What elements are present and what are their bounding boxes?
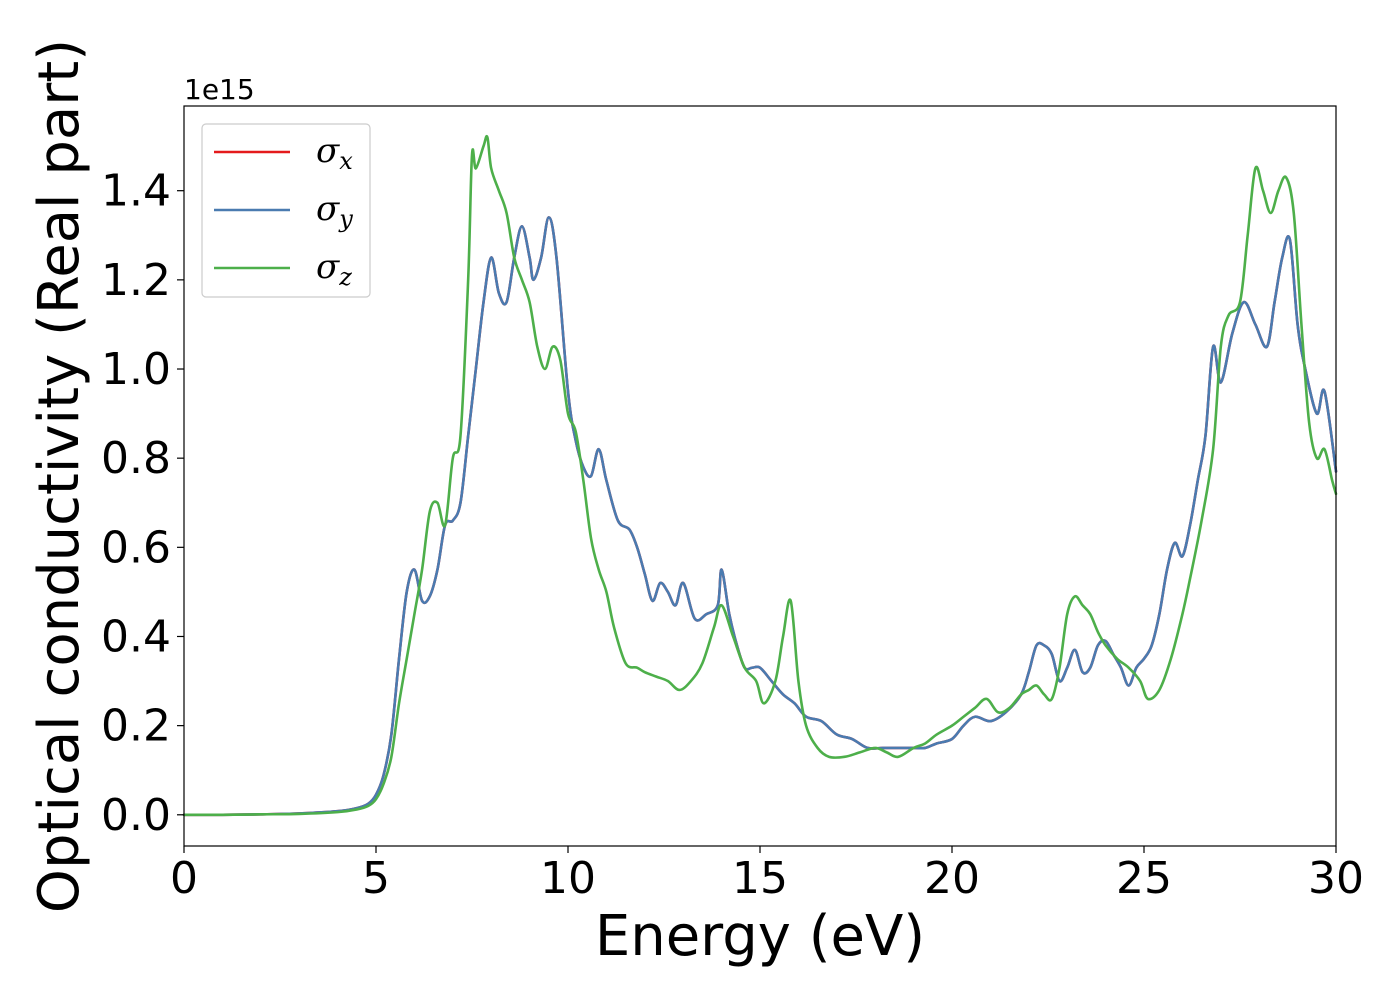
series-line-y bbox=[182, 216, 1338, 817]
y-tick-label: 0.4 bbox=[101, 611, 171, 662]
y-tick-label: 1.4 bbox=[101, 166, 171, 217]
plot-area bbox=[184, 106, 1336, 846]
y-tick-label: 1.0 bbox=[101, 344, 171, 395]
y-tick-label: 1.2 bbox=[101, 255, 171, 306]
x-tick-label: 20 bbox=[924, 853, 980, 904]
y-tick-label: 0.6 bbox=[101, 522, 171, 573]
legend: σx σy σz bbox=[201, 123, 371, 298]
x-tick-label: 5 bbox=[362, 853, 390, 904]
y-offset-text: 1e15 bbox=[184, 73, 255, 106]
y-tick-label: 0.0 bbox=[101, 790, 171, 841]
x-tick-label: 25 bbox=[1116, 853, 1172, 904]
x-tick-label: 0 bbox=[170, 853, 198, 904]
legend-label-x: σx bbox=[316, 131, 353, 175]
x-axis: 0 5 10 15 20 25 30 bbox=[170, 846, 1364, 904]
x-tick-label: 30 bbox=[1308, 853, 1364, 904]
legend-label-y: σy bbox=[316, 189, 353, 233]
x-tick-label: 10 bbox=[540, 853, 596, 904]
x-tick-label: 15 bbox=[732, 853, 788, 904]
series-layer bbox=[182, 134, 1338, 817]
y-axis-title: Optical conductivity (Real part) bbox=[27, 39, 92, 913]
x-axis-title: Energy (eV) bbox=[595, 904, 925, 969]
y-axis: 0.0 0.2 0.4 0.6 0.8 1.0 1.2 1.4 bbox=[101, 166, 184, 841]
y-tick-label: 0.2 bbox=[101, 701, 171, 752]
y-tick-label: 0.8 bbox=[101, 433, 171, 484]
legend-label-z: σz bbox=[316, 247, 352, 291]
series-line-z bbox=[182, 134, 1338, 817]
